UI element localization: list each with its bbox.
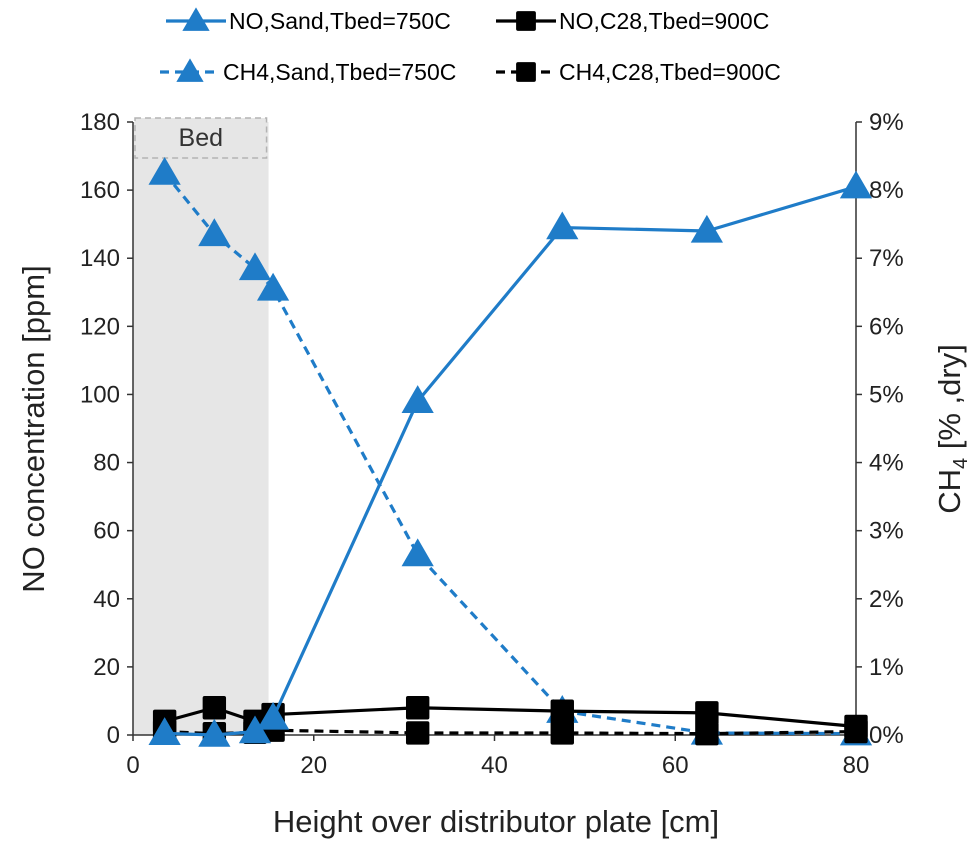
y2-tick-label: 0%	[869, 722, 904, 749]
series	[148, 156, 873, 747]
legend-entry: CH4,C28,Tbed=900C	[496, 59, 781, 85]
series-point	[256, 272, 290, 301]
y2-axis-title-sub: 4	[950, 458, 972, 469]
series-point	[695, 721, 719, 746]
y-tick-label: 40	[93, 586, 120, 613]
x-tick-label: 40	[481, 752, 508, 779]
y2-tick-label: 9%	[869, 109, 904, 136]
legend-label: CH4,C28,Tbed=900C	[559, 59, 781, 85]
y-tick-label: 20	[93, 654, 120, 681]
x-tick-label: 0	[126, 752, 139, 779]
legend-label: CH4,Sand,Tbed=750C	[223, 59, 456, 85]
y2-tick-label: 3%	[869, 518, 904, 545]
y2-axis-title-rest: [% ,dry]	[932, 344, 967, 458]
series-point	[198, 218, 231, 247]
x-tick-label: 80	[843, 752, 870, 779]
series-point	[256, 701, 290, 730]
series-1	[148, 170, 873, 747]
y2-axis-title: CH4 [% ,dry]	[932, 344, 972, 514]
bed-region: Bed	[133, 117, 269, 735]
legend-marker	[182, 7, 210, 31]
y2-tick-label: 8%	[869, 177, 904, 204]
series-point	[546, 211, 579, 240]
bed-shading	[133, 122, 269, 735]
series-point	[238, 715, 272, 744]
y2-axis-title-main: CH	[932, 469, 967, 514]
y2-tick-label: 2%	[869, 586, 904, 613]
legend-marker	[516, 11, 536, 31]
series-line	[164, 728, 857, 736]
legend-entry: CH4,Sand,Tbed=750C	[160, 58, 456, 85]
series-point	[405, 696, 430, 720]
legend-marker	[176, 58, 204, 82]
legend-label: NO,Sand,Tbed=750C	[229, 8, 451, 34]
legend: NO,Sand,Tbed=750C NO,C28,Tbed=900C CH4,San…	[160, 7, 781, 85]
tick-labels: 0 20 40 60 80 100 120 140 160 180 0% 1% 2% 3% 4% 5% 6% 7%…	[80, 109, 904, 779]
series-point	[844, 714, 868, 739]
legend-entry: NO,C28,Tbed=900C	[496, 8, 769, 34]
series-point	[148, 717, 181, 745]
x-axis-title: Height over distributor plate [cm]	[273, 804, 719, 839]
y2-tick-label: 7%	[869, 245, 904, 272]
legend-entry: NO,Sand,Tbed=750C	[166, 7, 451, 34]
series-point	[198, 718, 231, 747]
legend-marker	[516, 62, 536, 82]
series-point	[401, 385, 434, 413]
bed-label-box	[134, 117, 268, 159]
series-point	[550, 721, 574, 745]
bed-label: Bed	[179, 124, 223, 152]
legend-label: NO,C28,Tbed=900C	[559, 8, 769, 34]
y-tick-label: 120	[80, 313, 120, 340]
y2-tick-label: 5%	[869, 381, 904, 408]
y-tick-label: 160	[80, 177, 120, 204]
series-point	[202, 696, 227, 720]
y-tick-label: 0	[107, 722, 120, 749]
series-point	[238, 252, 272, 281]
y2-tick-label: 1%	[869, 654, 904, 681]
y-axis-title: NO concentration [ppm]	[16, 265, 51, 592]
y-tick-label: 180	[80, 109, 120, 136]
y-tick-label: 80	[93, 450, 120, 477]
y-tick-label: 100	[80, 381, 120, 408]
y2-tick-label: 6%	[869, 313, 904, 340]
series-point	[148, 156, 181, 185]
series-point	[550, 699, 574, 723]
y-tick-label: 140	[80, 245, 120, 272]
series-point	[405, 721, 430, 745]
series-point	[401, 538, 434, 567]
series-point	[695, 701, 719, 725]
x-tick-label: 20	[300, 752, 327, 779]
series-point	[839, 170, 873, 199]
x-tick-label: 60	[662, 752, 689, 779]
series-point	[690, 214, 724, 243]
y2-tick-label: 4%	[869, 450, 904, 477]
series-line	[163, 172, 857, 736]
y-tick-label: 60	[93, 518, 120, 545]
